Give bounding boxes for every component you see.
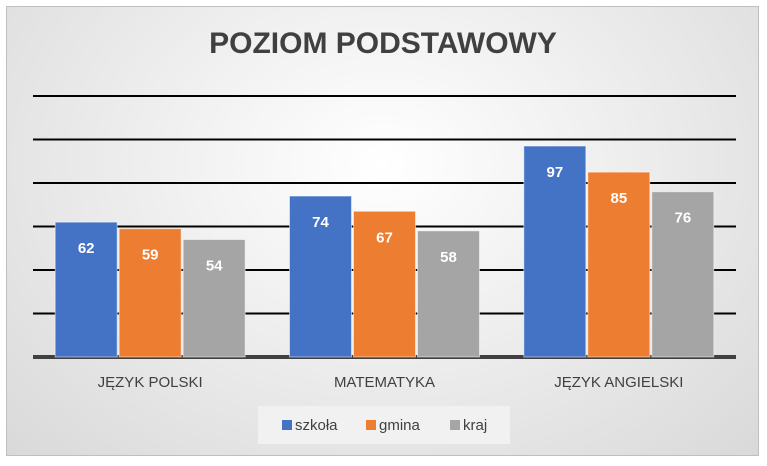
bar-gmina [353, 210, 416, 358]
category-label: JĘZYK ANGIELSKI [554, 374, 683, 391]
legend-box [258, 406, 510, 444]
data-label: 85 [610, 190, 627, 207]
chart-title: POZIOM PODSTAWOWY [209, 27, 557, 60]
data-label: 59 [142, 247, 159, 264]
value-labels: 62 59 54 74 67 58 97 85 76 [78, 164, 691, 275]
legend: szkoła gmina kraj [282, 417, 487, 434]
data-label: 76 [674, 210, 691, 227]
data-label: 74 [312, 214, 329, 231]
data-label: 58 [440, 249, 457, 266]
data-label: 62 [78, 240, 95, 257]
bar-gmina [587, 171, 651, 358]
bars [54, 145, 715, 358]
category-labels: JĘZYK POLSKI MATEMATYKA JĘZYK ANGIELSKI [98, 374, 684, 391]
bar-kraj [417, 230, 480, 358]
category-label: MATEMATYKA [334, 374, 435, 391]
bar-szkoła [289, 195, 352, 358]
data-label: 54 [206, 258, 223, 275]
bar-szkoła [54, 221, 118, 358]
bar-kraj [651, 191, 715, 358]
legend-swatch [282, 420, 292, 430]
category-label: JĘZYK POLSKI [98, 374, 203, 391]
bar-szkoła [523, 145, 587, 358]
data-label: 97 [546, 164, 563, 181]
data-label: 67 [376, 229, 393, 246]
legend-label: kraj [463, 417, 487, 434]
legend-label: szkoła [295, 417, 338, 434]
legend-label: gmina [379, 417, 421, 434]
legend-swatch [366, 420, 376, 430]
bar-kraj [182, 239, 246, 358]
bar-gmina [118, 228, 182, 358]
legend-swatch [450, 420, 460, 430]
